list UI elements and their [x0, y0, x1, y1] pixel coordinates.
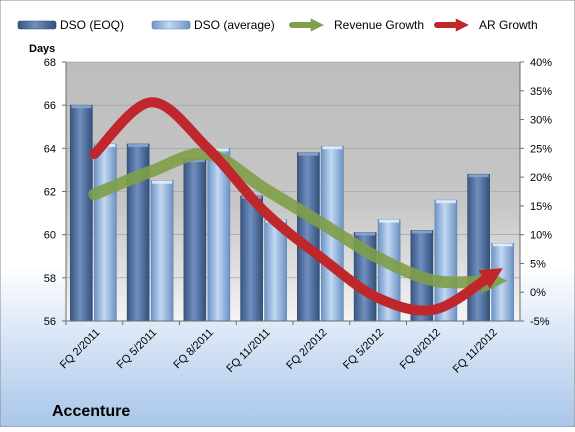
bar-top-highlight — [152, 180, 173, 184]
y2-tick-labels: -5% 0% 5% 10% 15% 20% 25% 30% 35% 40% — [520, 57, 552, 328]
legend-label: DSO (EOQ) — [60, 18, 124, 32]
y2-tick-label: 25% — [530, 143, 552, 155]
legend-label: Revenue Growth — [334, 18, 424, 32]
bar-top-highlight — [298, 152, 319, 156]
y-tick-label: 66 — [44, 100, 56, 112]
y2-tick-label: 10% — [530, 230, 552, 242]
y2-tick-label: 15% — [530, 201, 552, 213]
y-tick-label: 68 — [44, 57, 56, 69]
bar-top-highlight — [468, 174, 489, 178]
y-axis-title: Days — [29, 43, 55, 55]
bar-dso-average — [150, 180, 174, 322]
y-tick-label: 62 — [44, 187, 56, 199]
y-tick-label: 56 — [44, 316, 56, 328]
bar-dso-average — [94, 143, 117, 322]
bar-top-highlight — [71, 105, 92, 109]
bar-top-highlight — [322, 146, 343, 150]
legend-swatch — [17, 20, 57, 30]
y2-tick-label: 0% — [530, 287, 546, 299]
y-tick-label: 58 — [44, 273, 56, 285]
bar-top-highlight — [379, 219, 400, 223]
bar-top-highlight — [435, 200, 456, 204]
y2-tick-label: -5% — [530, 316, 550, 328]
ar-growth-line — [89, 97, 503, 316]
y2-tick-label: 35% — [530, 86, 552, 98]
bar-top-highlight — [411, 230, 432, 234]
legend-swatch — [151, 20, 191, 30]
y-tick-label: 60 — [44, 230, 56, 242]
bar-top-highlight — [355, 232, 376, 236]
bar-dso-eoq — [183, 158, 207, 322]
bar-top-highlight — [208, 148, 229, 152]
y-tick-labels: 56 58 60 62 64 66 68 — [44, 57, 66, 328]
bar-dso-eoq — [467, 173, 490, 322]
bar-top-highlight — [184, 159, 205, 163]
bar-dso-eoq — [240, 195, 263, 322]
legend: DSO (EOQ) DSO (average) Revenue Growth AR G… — [17, 18, 538, 32]
bar-top-highlight — [492, 243, 513, 247]
bar-dso-eoq — [70, 104, 93, 322]
chart-title: Accenture — [52, 403, 130, 420]
revenue-growth-line — [88, 147, 508, 294]
y-tick-label: 64 — [44, 143, 56, 155]
y2-tick-label: 40% — [530, 57, 552, 69]
bar-top-highlight — [128, 144, 149, 148]
y2-tick-label: 30% — [530, 115, 552, 127]
lines-layer — [88, 97, 508, 316]
bar-dso-average — [264, 219, 287, 322]
legend-label: AR Growth — [479, 18, 538, 32]
legend-label: DSO (average) — [194, 18, 275, 32]
y2-tick-label: 20% — [530, 172, 552, 184]
y2-tick-label: 5% — [530, 258, 546, 270]
